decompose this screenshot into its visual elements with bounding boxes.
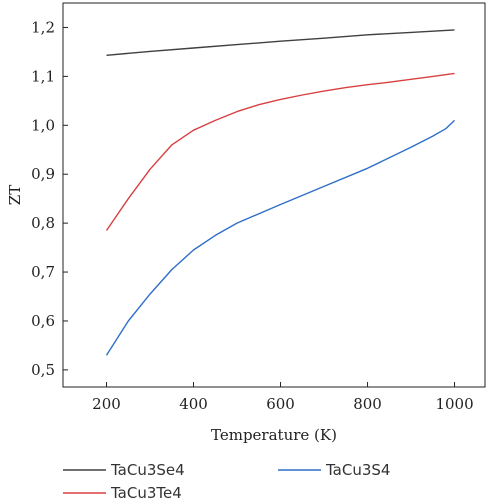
y-tick-label: 1,0 [31,116,55,134]
legend-label-2: TaCu3S4 [325,461,390,479]
x-axis: 200 400 600 800 1000 [92,382,474,413]
legend: TaCu3Se4 TaCu3Te4 TaCu3S4 [63,461,390,500]
y-tick-label: 0,7 [31,263,55,281]
x-tick-label: 200 [92,395,121,413]
x-tick-label: 600 [266,395,295,413]
y-tick-label: 1,2 [31,18,55,36]
x-tick-label: 400 [179,395,208,413]
y-tick-label: 0,9 [31,165,55,183]
y-tick-label: 0,6 [31,312,55,330]
x-tick-label: 1000 [435,395,473,413]
y-axis: 0,5 0,6 0,7 0,8 0,9 1,0 1,1 1,2 [31,18,68,379]
y-tick-label: 0,8 [31,214,55,232]
series-line-0 [106,29,455,56]
y-tick-label: 1,1 [31,67,55,85]
legend-label-0: TaCu3Se4 [110,461,185,479]
y-tick-label: 0,5 [31,361,55,379]
plot-frame [62,2,486,388]
x-axis-title: Temperature (K) [211,426,337,444]
series-line-2 [105,119,455,356]
legend-label-1: TaCu3Te4 [110,484,182,500]
y-axis-title: ZT [6,185,24,205]
series-line-1 [105,72,455,231]
series-lines [105,29,455,356]
x-tick-label: 800 [353,395,382,413]
